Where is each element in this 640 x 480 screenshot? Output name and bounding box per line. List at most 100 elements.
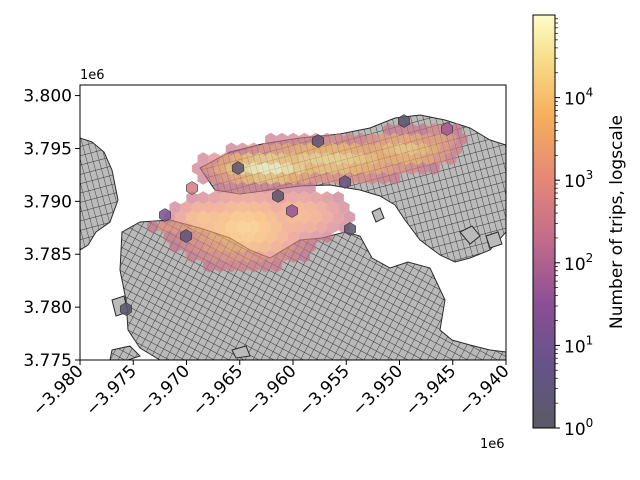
hexbin-cell xyxy=(327,201,339,214)
hexbin-cell xyxy=(377,132,389,146)
hexbin-cell xyxy=(270,162,282,175)
hexbin-cell xyxy=(214,201,226,214)
hexbin-cell xyxy=(338,142,350,156)
hexbin-cell xyxy=(237,181,249,195)
hexbin-cell xyxy=(220,191,232,205)
hexbin-cell xyxy=(253,152,266,166)
hexbin-cell xyxy=(163,230,175,244)
hexbin-cell xyxy=(237,220,249,234)
hexbin-cell xyxy=(343,210,356,224)
hexbin-cell xyxy=(327,220,339,234)
hexbin-cell xyxy=(220,210,232,224)
hexbin-cell xyxy=(237,201,249,214)
hexbin-cell xyxy=(248,201,260,214)
hexbin-cell xyxy=(146,220,159,234)
hexbin-cell xyxy=(287,132,299,146)
hexbin-cell xyxy=(388,152,401,166)
hexbin-cell xyxy=(349,162,361,175)
hexbin-cell xyxy=(265,132,277,146)
hexbin-cell xyxy=(321,191,333,205)
hexbin-cell xyxy=(286,204,298,218)
hexbin-cell xyxy=(242,152,254,166)
hexbin-cell xyxy=(169,201,181,214)
hexbin-cell xyxy=(394,162,406,175)
hexbin-cell xyxy=(242,210,254,224)
hexbin-cell xyxy=(208,230,221,244)
hexbin-cell xyxy=(304,162,316,175)
hexbin-cell xyxy=(270,142,282,156)
hexbin-cell xyxy=(276,249,288,263)
hexbin-cell xyxy=(343,132,356,146)
hexbin-cell xyxy=(253,191,266,205)
hexbin-cell xyxy=(208,171,221,185)
hexbin-cell xyxy=(405,162,418,175)
x-tick-label: −3.950 xyxy=(348,361,407,420)
hexbin-cell xyxy=(225,220,237,234)
hexbin-cell xyxy=(321,132,333,146)
hexbin-cell xyxy=(237,142,249,156)
hexbin-cell xyxy=(259,240,271,253)
hexbin-cell xyxy=(270,220,282,234)
hexbin-cell xyxy=(338,162,350,175)
hexbin-cell xyxy=(225,240,237,253)
hexbin-cell xyxy=(231,230,243,244)
hexbin-cell xyxy=(248,181,260,195)
hexbin-cell xyxy=(310,171,322,185)
hexbin-cell xyxy=(405,123,418,136)
hexbin-cell xyxy=(191,220,204,234)
hexbin-cell xyxy=(434,152,446,166)
hexbin-cell xyxy=(428,162,440,175)
hexbin-cell xyxy=(120,302,132,316)
hexbin-cell xyxy=(355,152,367,166)
hexbin-cell xyxy=(232,161,244,175)
hexbin-cell xyxy=(298,210,311,224)
hexbin-cell xyxy=(445,152,457,166)
hexbin-cell xyxy=(220,171,232,185)
hexbin-cell xyxy=(343,152,356,166)
hexbin-cell xyxy=(253,230,266,244)
hexbin-cell xyxy=(298,249,311,263)
hexbin-cell xyxy=(304,142,316,156)
hexbin-cell xyxy=(411,152,423,166)
hexbin-cell xyxy=(180,229,192,243)
hexbin-cell xyxy=(214,181,226,195)
hexbin-cell xyxy=(248,142,260,156)
hexbin-cell xyxy=(321,230,333,244)
hexbin-cell xyxy=(220,249,232,263)
x-tick-label: −3.975 xyxy=(82,361,141,420)
hexbin-cell xyxy=(270,259,282,273)
hexbin-cell xyxy=(287,152,299,166)
hexbin-cell xyxy=(242,171,254,185)
hexbin-cell xyxy=(355,171,367,185)
hexbin-cell xyxy=(293,220,305,234)
hexbin-cell xyxy=(304,240,316,253)
colorbar xyxy=(532,14,556,429)
y-tick-label: 3.780 xyxy=(23,298,72,318)
hexbin-cell xyxy=(377,171,389,185)
colorbar-ticks: 100 101 102 103 104 xyxy=(555,18,593,440)
hexbin-cell xyxy=(276,230,288,244)
hexbin-cell xyxy=(388,132,401,146)
hexbin-cell xyxy=(298,152,311,166)
hexbin-cell xyxy=(191,201,204,214)
hexbin-cell xyxy=(417,142,429,156)
hexbin-cell xyxy=(332,191,344,205)
hexbin-cell xyxy=(242,191,254,205)
hexbin-cell xyxy=(191,240,204,253)
hexbin-cell xyxy=(312,134,324,148)
y-tick-label: 3.800 xyxy=(23,87,72,107)
hexbin-cell xyxy=(366,152,378,166)
hexbin-cell xyxy=(321,171,333,185)
hexbin-cell xyxy=(265,171,277,185)
hexbin-cell xyxy=(186,249,198,263)
hexbin-cell xyxy=(214,162,226,175)
hexbin-cell xyxy=(315,201,327,214)
hexbin-cell xyxy=(203,240,215,253)
hexbin-cell xyxy=(265,230,277,244)
hexbin-cell xyxy=(310,210,322,224)
hexbin-cell xyxy=(344,222,356,236)
x-tick-label: −3.945 xyxy=(402,361,461,420)
hexbin-cell xyxy=(208,191,221,205)
hexbin-cell xyxy=(197,249,209,263)
